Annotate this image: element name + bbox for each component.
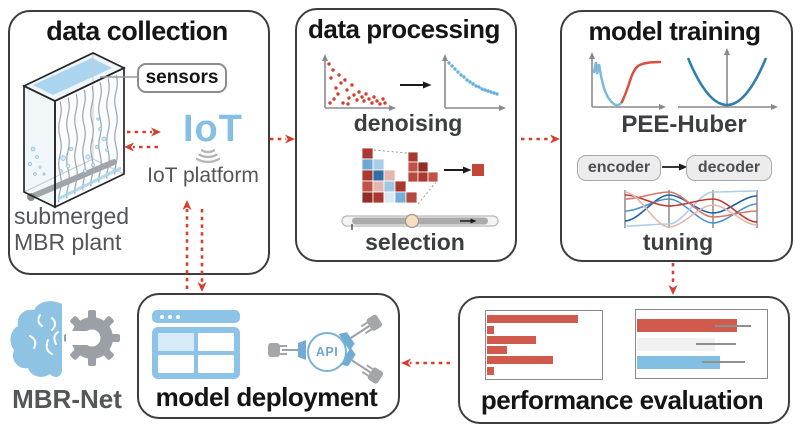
api-icon: API bbox=[307, 332, 347, 372]
comparison-bars bbox=[637, 314, 767, 374]
error-whisker bbox=[715, 324, 752, 327]
comparison-bar bbox=[637, 337, 715, 351]
comparison-chart bbox=[635, 309, 768, 379]
tuning-label: tuning bbox=[642, 229, 714, 255]
decoder-label: decoder bbox=[697, 159, 761, 176]
selection-slider-icon bbox=[341, 213, 499, 230]
comparison-row bbox=[637, 355, 767, 369]
model-deployment-title: model deployment bbox=[155, 382, 378, 412]
selected-feature-icon bbox=[472, 164, 484, 176]
error-whisker bbox=[702, 361, 745, 364]
comparison-bar bbox=[637, 319, 738, 333]
data-processing-box bbox=[295, 8, 517, 262]
correlation-heatmap-icon bbox=[361, 147, 418, 204]
comparison-bar bbox=[637, 355, 721, 369]
iot-platform-label: IoT platform bbox=[147, 164, 259, 187]
model-training-box bbox=[560, 10, 793, 262]
iot-logo: IoT bbox=[183, 108, 243, 150]
metric-bar bbox=[487, 315, 578, 324]
aeration-pipe bbox=[28, 159, 117, 200]
dashboard-topbar-icon bbox=[152, 310, 240, 323]
sensors-label: sensors bbox=[145, 67, 219, 88]
encoder-label: encoder bbox=[587, 159, 651, 176]
api-label: API bbox=[315, 345, 339, 359]
data-processing-title: data processing bbox=[308, 14, 500, 44]
metrics-bars bbox=[487, 313, 602, 377]
pee-huber-label: PEE-Huber bbox=[621, 111, 747, 138]
decoder-box: decoder bbox=[686, 155, 772, 181]
metric-bar bbox=[487, 366, 494, 375]
training-illustrations bbox=[589, 48, 778, 228]
scatter-denoised-icon bbox=[442, 54, 506, 111]
slider-handle-icon bbox=[404, 213, 420, 229]
wifi-waves-icon bbox=[195, 149, 221, 164]
dashboard-icon bbox=[152, 327, 240, 379]
sensors-tag: sensors bbox=[137, 63, 227, 93]
mbr-tank-icon bbox=[22, 52, 138, 209]
plant-label-line2: MBR plant bbox=[14, 229, 122, 255]
performance-evaluation-title: performance evaluation bbox=[480, 385, 764, 415]
processing-illustrations bbox=[322, 54, 506, 230]
loss-curve-icon bbox=[589, 52, 666, 110]
bubbles bbox=[27, 117, 109, 176]
parallel-coordinates-icon bbox=[624, 190, 758, 228]
denoising-label: denoising bbox=[353, 110, 463, 136]
model-training-title: model training bbox=[588, 16, 761, 46]
scatter-noisy-icon bbox=[322, 54, 396, 111]
model-deployment-box bbox=[137, 293, 400, 419]
brain-gear-icon bbox=[10, 301, 120, 377]
comparison-row bbox=[637, 337, 767, 351]
selection-label: selection bbox=[365, 229, 465, 255]
data-collection-box bbox=[8, 10, 270, 275]
performance-evaluation-box bbox=[458, 296, 790, 424]
plant-label: submerged MBR plant bbox=[14, 203, 129, 255]
data-collection-title: data collection bbox=[46, 16, 228, 46]
metric-bar bbox=[487, 356, 553, 365]
membrane-fibers bbox=[58, 73, 118, 203]
metric-bar bbox=[487, 346, 507, 355]
comparison-row bbox=[637, 319, 767, 333]
metric-bar bbox=[487, 325, 494, 334]
huber-loss-icon bbox=[678, 48, 778, 110]
metric-bar bbox=[487, 335, 537, 344]
brain-half bbox=[10, 301, 62, 377]
mbr-net-label: MBR-Net bbox=[12, 384, 122, 414]
plant-label-line1: submerged bbox=[14, 203, 130, 229]
encoder-box: encoder bbox=[577, 155, 661, 181]
api-plugs-icon bbox=[268, 314, 384, 384]
magnified-heatmap-icon bbox=[407, 151, 439, 183]
metrics-chart bbox=[485, 310, 603, 380]
error-whisker bbox=[695, 343, 736, 345]
